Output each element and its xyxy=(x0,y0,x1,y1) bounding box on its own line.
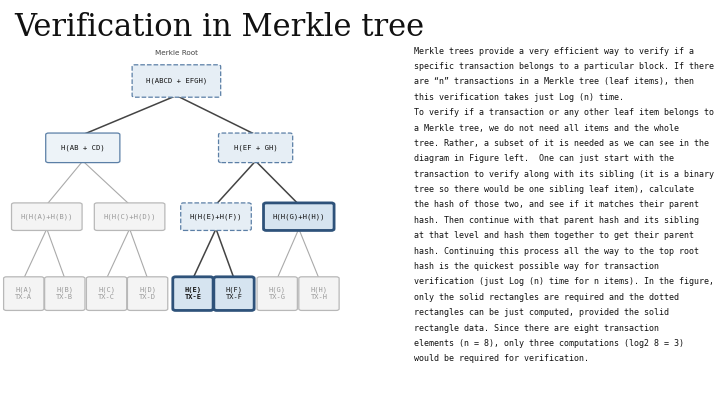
Text: transaction to verify along with its sibling (it is a binary: transaction to verify along with its sib… xyxy=(414,170,714,179)
Text: hash. Then continue with that parent hash and its sibling: hash. Then continue with that parent has… xyxy=(414,216,699,225)
Text: H(AB + CD): H(AB + CD) xyxy=(61,145,104,151)
FancyBboxPatch shape xyxy=(257,277,297,310)
FancyBboxPatch shape xyxy=(132,65,220,97)
FancyBboxPatch shape xyxy=(181,203,251,230)
Text: H(ABCD + EFGH): H(ABCD + EFGH) xyxy=(145,78,207,84)
Text: H(G)
TX-G: H(G) TX-G xyxy=(269,287,286,301)
FancyBboxPatch shape xyxy=(12,203,82,230)
Text: H(H(A)+H(B)): H(H(A)+H(B)) xyxy=(21,213,73,220)
Text: H(EF + GH): H(EF + GH) xyxy=(234,145,277,151)
FancyBboxPatch shape xyxy=(127,277,168,310)
Text: the hash of those two, and see if it matches their parent: the hash of those two, and see if it mat… xyxy=(414,200,699,209)
FancyBboxPatch shape xyxy=(173,277,213,310)
FancyBboxPatch shape xyxy=(214,277,254,310)
Text: H(H(G)+H(H)): H(H(G)+H(H)) xyxy=(273,213,325,220)
Text: Merkle trees provide a very efficient way to verify if a: Merkle trees provide a very efficient wa… xyxy=(414,47,694,55)
FancyBboxPatch shape xyxy=(264,203,334,230)
Text: rectangle data. Since there are eight transaction: rectangle data. Since there are eight tr… xyxy=(414,324,659,333)
FancyBboxPatch shape xyxy=(219,133,292,162)
Text: rectangles can be just computed, provided the solid: rectangles can be just computed, provide… xyxy=(414,308,669,317)
Text: specific transaction belongs to a particular block. If there: specific transaction belongs to a partic… xyxy=(414,62,714,71)
Text: hash is the quickest possible way for transaction: hash is the quickest possible way for tr… xyxy=(414,262,659,271)
Text: H(H(C)+H(D)): H(H(C)+H(D)) xyxy=(104,213,156,220)
Text: H(D)
TX-D: H(D) TX-D xyxy=(139,287,156,301)
Text: H(E)
TX-E: H(E) TX-E xyxy=(184,287,202,300)
FancyBboxPatch shape xyxy=(86,277,127,310)
Text: tree so there would be one sibling leaf item), calculate: tree so there would be one sibling leaf … xyxy=(414,185,694,194)
Text: H(C)
TX-C: H(C) TX-C xyxy=(98,287,115,301)
FancyBboxPatch shape xyxy=(46,133,120,162)
FancyBboxPatch shape xyxy=(45,277,85,310)
Text: at that level and hash them together to get their parent: at that level and hash them together to … xyxy=(414,231,694,240)
FancyBboxPatch shape xyxy=(299,277,339,310)
FancyBboxPatch shape xyxy=(94,203,165,230)
Text: this verification takes just Log (n) time.: this verification takes just Log (n) tim… xyxy=(414,93,624,102)
Text: Merkle Root: Merkle Root xyxy=(155,50,198,56)
Text: To verify if a transaction or any other leaf item belongs to: To verify if a transaction or any other … xyxy=(414,108,714,117)
FancyBboxPatch shape xyxy=(4,277,44,310)
Text: would be required for verification.: would be required for verification. xyxy=(414,354,589,363)
Text: Verification in Merkle tree: Verification in Merkle tree xyxy=(14,12,425,43)
Text: H(A)
TX-A: H(A) TX-A xyxy=(15,287,32,301)
Text: diagram in Figure left.  One can just start with the: diagram in Figure left. One can just sta… xyxy=(414,154,674,163)
Text: a Merkle tree, we do not need all items and the whole: a Merkle tree, we do not need all items … xyxy=(414,124,679,132)
Text: H(B)
TX-B: H(B) TX-B xyxy=(56,287,73,301)
Text: verification (just Log (n) time for n items). In the figure,: verification (just Log (n) time for n it… xyxy=(414,277,714,286)
Text: tree. Rather, a subset of it is needed as we can see in the: tree. Rather, a subset of it is needed a… xyxy=(414,139,709,148)
Text: only the solid rectangles are required and the dotted: only the solid rectangles are required a… xyxy=(414,293,679,302)
Text: elements (n = 8), only three computations (log2 8 = 3): elements (n = 8), only three computation… xyxy=(414,339,684,348)
Text: H(H)
TX-H: H(H) TX-H xyxy=(310,287,328,301)
Text: hash. Continuing this process all the way to the top root: hash. Continuing this process all the wa… xyxy=(414,247,699,256)
Text: H(F)
TX-F: H(F) TX-F xyxy=(225,287,243,301)
Text: are “n” transactions in a Merkle tree (leaf items), then: are “n” transactions in a Merkle tree (l… xyxy=(414,77,694,86)
Text: H(H(E)+H(F)): H(H(E)+H(F)) xyxy=(190,213,242,220)
